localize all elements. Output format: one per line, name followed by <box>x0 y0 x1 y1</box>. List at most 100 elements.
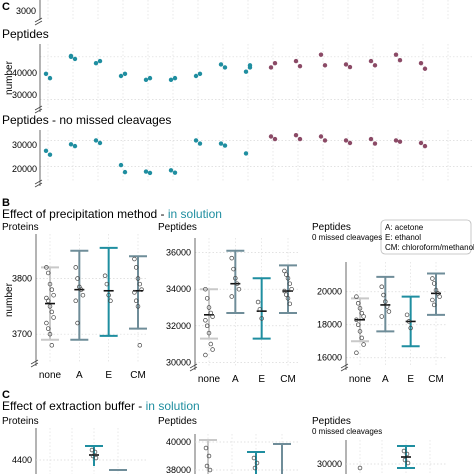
data-point <box>435 291 441 296</box>
data-point <box>203 352 208 358</box>
data-point <box>381 292 386 298</box>
data-point <box>43 148 49 153</box>
x-tick-label: E <box>105 370 112 381</box>
data-point <box>132 256 137 262</box>
data-point <box>408 325 413 331</box>
data-point <box>401 448 407 454</box>
data-point <box>259 316 264 321</box>
data-point <box>234 281 240 286</box>
legend-item-2: CM: chloroform/methanol <box>385 243 474 252</box>
data-point <box>147 170 153 176</box>
data-point <box>118 73 124 79</box>
data-point <box>106 292 111 298</box>
data-point <box>354 294 359 299</box>
data-point <box>247 65 253 70</box>
data-point <box>45 326 51 331</box>
y-tick-label: 34000 <box>166 284 191 294</box>
data-point <box>359 310 365 316</box>
x-tick-label: CM <box>428 374 444 385</box>
section-c-title-highlight: in solution <box>146 399 200 413</box>
data-point <box>168 77 174 83</box>
panel-title: Proteins <box>2 416 39 427</box>
data-point <box>93 138 99 143</box>
data-point <box>92 449 98 455</box>
data-point <box>272 61 278 66</box>
data-point <box>254 460 260 466</box>
data-point <box>193 138 199 143</box>
data-point <box>430 276 435 281</box>
data-point <box>206 330 212 336</box>
data-point <box>132 290 137 295</box>
data-point <box>229 294 234 299</box>
data-point <box>75 320 80 326</box>
data-point <box>143 77 149 83</box>
data-point <box>197 71 203 77</box>
x-tick-label: E <box>258 374 265 385</box>
data-point <box>285 296 291 301</box>
data-point <box>49 343 55 348</box>
data-point <box>51 315 56 320</box>
data-point <box>243 151 249 156</box>
axis-break-mark <box>340 363 349 372</box>
data-point <box>137 281 143 287</box>
data-point <box>210 347 215 352</box>
data-point <box>218 62 224 67</box>
panel-subtitle: 0 missed cleavages <box>312 233 382 242</box>
data-point <box>355 322 361 327</box>
section-c-title: Effect of extraction buffer - in solutio… <box>2 399 200 413</box>
data-point <box>93 61 99 66</box>
data-point <box>118 162 124 168</box>
x-tick-label: A <box>382 374 389 385</box>
data-point <box>210 314 215 319</box>
panel-subtitle: 0 missed cleavages <box>312 427 382 436</box>
panel-title: Peptides <box>312 416 351 427</box>
data-point <box>44 320 49 326</box>
data-point <box>359 335 365 341</box>
data-point <box>208 310 214 316</box>
data-point <box>347 64 353 70</box>
x-tick-label: A <box>232 374 239 385</box>
data-point <box>222 143 228 148</box>
panel-title: Peptides <box>158 222 197 233</box>
data-point <box>347 140 353 146</box>
section-b-letter: B <box>2 197 10 209</box>
row2-title: Peptides - no missed cleavages <box>2 113 171 127</box>
data-point <box>422 143 428 149</box>
data-point <box>104 281 110 287</box>
data-point <box>203 318 208 323</box>
data-point <box>231 266 236 272</box>
row1-tick-0: 40000 <box>12 68 37 78</box>
data-point <box>386 309 392 314</box>
data-point <box>122 169 128 175</box>
axis-break-mark <box>189 363 198 372</box>
data-point <box>322 63 328 68</box>
data-point <box>172 75 178 81</box>
row2-tick-1: 20000 <box>12 164 37 174</box>
data-point <box>204 323 210 329</box>
data-point <box>322 138 328 143</box>
y-tick-label: 4400 <box>12 455 32 465</box>
data-point <box>283 272 289 277</box>
data-point <box>272 136 278 142</box>
data-point <box>372 141 378 146</box>
data-point <box>206 453 212 459</box>
data-point <box>406 319 412 324</box>
data-point <box>354 350 359 356</box>
data-point <box>97 58 103 64</box>
x-tick-label: none <box>198 374 221 385</box>
data-point <box>393 138 399 143</box>
row1-tick-1: 30000 <box>12 90 37 100</box>
data-point <box>357 329 363 334</box>
data-point <box>72 143 78 149</box>
data-point <box>229 255 234 261</box>
data-point <box>361 342 366 347</box>
data-point <box>168 168 174 173</box>
row1-ylabel: number <box>4 60 15 95</box>
data-point <box>243 69 249 74</box>
data-point <box>47 152 53 157</box>
data-point <box>297 63 303 69</box>
data-point <box>72 56 78 62</box>
data-point <box>47 281 53 287</box>
data-point <box>368 58 374 64</box>
data-point <box>97 140 103 146</box>
